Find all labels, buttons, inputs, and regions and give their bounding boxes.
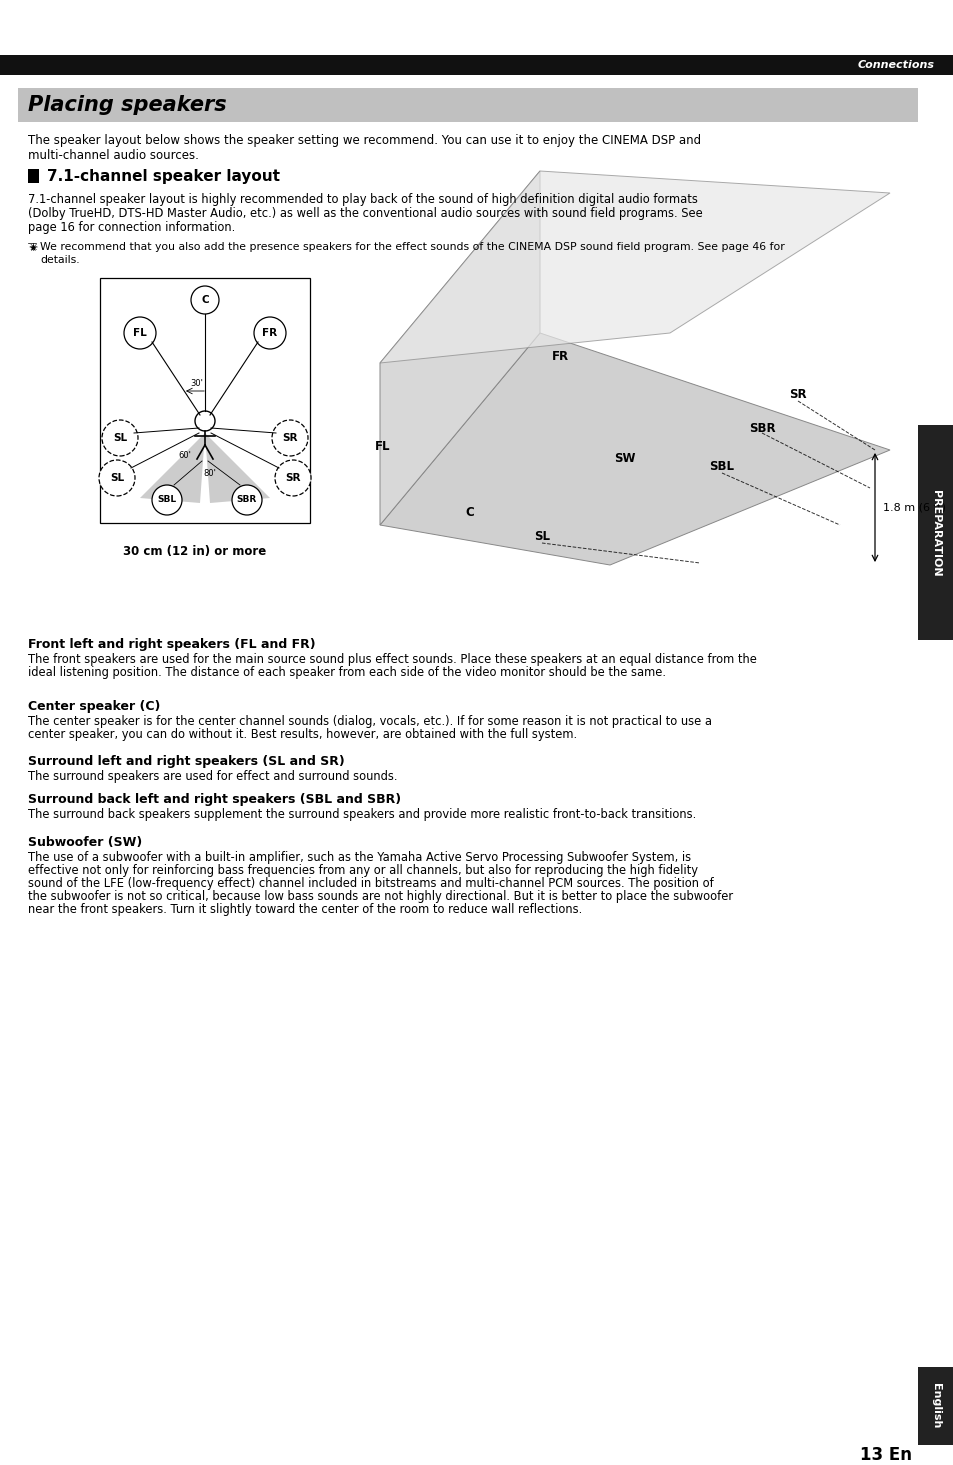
Text: PREPARATION: PREPARATION — [930, 489, 940, 576]
Circle shape — [272, 420, 308, 456]
Text: C: C — [201, 294, 209, 305]
Circle shape — [274, 460, 311, 497]
Text: ★: ★ — [28, 243, 37, 253]
Text: Placing speakers: Placing speakers — [28, 95, 227, 114]
Text: The center speaker is for the center channel sounds (dialog, vocals, etc.). If f: The center speaker is for the center cha… — [28, 715, 711, 728]
Circle shape — [253, 316, 286, 349]
Text: Center speaker (C): Center speaker (C) — [28, 700, 160, 713]
Text: FL: FL — [375, 441, 391, 454]
Polygon shape — [379, 333, 889, 565]
Text: SBR: SBR — [236, 495, 257, 504]
Polygon shape — [205, 434, 270, 502]
Text: effective not only for reinforcing bass frequencies from any or all channels, bu: effective not only for reinforcing bass … — [28, 864, 698, 878]
Text: SW: SW — [614, 451, 635, 464]
Text: center speaker, you can do without it. Best results, however, are obtained with : center speaker, you can do without it. B… — [28, 728, 577, 741]
Circle shape — [232, 485, 262, 516]
FancyBboxPatch shape — [917, 1367, 953, 1444]
Text: FL: FL — [133, 328, 147, 338]
Text: English: English — [930, 1383, 940, 1428]
Text: SR: SR — [282, 434, 297, 442]
Circle shape — [152, 485, 182, 516]
Text: SBR: SBR — [748, 422, 775, 435]
Text: SBL: SBL — [709, 460, 734, 473]
FancyBboxPatch shape — [18, 88, 917, 122]
Text: The surround back speakers supplement the surround speakers and provide more rea: The surround back speakers supplement th… — [28, 809, 696, 820]
Text: SR: SR — [285, 473, 300, 483]
Text: near the front speakers. Turn it slightly toward the center of the room to reduc: near the front speakers. Turn it slightl… — [28, 902, 581, 916]
Text: Surround left and right speakers (SL and SR): Surround left and right speakers (SL and… — [28, 754, 344, 768]
Text: FR: FR — [551, 350, 568, 363]
FancyBboxPatch shape — [100, 278, 310, 523]
Bar — [28, 168, 39, 183]
Circle shape — [191, 286, 219, 314]
Circle shape — [124, 316, 156, 349]
Text: 80': 80' — [203, 469, 216, 478]
Text: page 16 for connection information.: page 16 for connection information. — [28, 221, 235, 234]
Circle shape — [99, 460, 135, 497]
Text: Subwoofer (SW): Subwoofer (SW) — [28, 837, 142, 850]
Text: We recommend that you also add the presence speakers for the effect sounds of th: We recommend that you also add the prese… — [40, 242, 784, 252]
Text: details.: details. — [40, 255, 79, 265]
FancyBboxPatch shape — [0, 56, 953, 75]
Text: (Dolby TrueHD, DTS-HD Master Audio, etc.) as well as the conventional audio sour: (Dolby TrueHD, DTS-HD Master Audio, etc.… — [28, 207, 702, 220]
Text: multi-channel audio sources.: multi-channel audio sources. — [28, 149, 198, 163]
Text: The front speakers are used for the main source sound plus effect sounds. Place : The front speakers are used for the main… — [28, 653, 756, 667]
Text: 30 cm (12 in) or more: 30 cm (12 in) or more — [123, 545, 266, 558]
Text: Connections: Connections — [857, 60, 934, 70]
Text: 60': 60' — [178, 451, 192, 460]
Circle shape — [194, 412, 214, 431]
Text: sound of the LFE (low-frequency effect) channel included in bitstreams and multi: sound of the LFE (low-frequency effect) … — [28, 878, 713, 891]
Text: The use of a subwoofer with a built-in amplifier, such as the Yamaha Active Serv: The use of a subwoofer with a built-in a… — [28, 851, 690, 864]
Text: SL: SL — [110, 473, 124, 483]
Polygon shape — [140, 434, 205, 502]
Text: SL: SL — [534, 530, 550, 544]
Text: 7.1-channel speaker layout: 7.1-channel speaker layout — [47, 168, 280, 183]
Text: 7.1-channel speaker layout is highly recommended to play back of the sound of hi: 7.1-channel speaker layout is highly rec… — [28, 193, 698, 207]
Text: 1.8 m (6 ft): 1.8 m (6 ft) — [882, 502, 945, 513]
Text: C: C — [465, 507, 474, 520]
Text: ideal listening position. The distance of each speaker from each side of the vid: ideal listening position. The distance o… — [28, 667, 665, 678]
Text: the subwoofer is not so critical, because low bass sounds are not highly directi: the subwoofer is not so critical, becaus… — [28, 891, 732, 902]
Text: FR: FR — [262, 328, 277, 338]
Text: 13 En: 13 En — [859, 1446, 911, 1464]
Text: SBL: SBL — [157, 495, 176, 504]
Text: The surround speakers are used for effect and surround sounds.: The surround speakers are used for effec… — [28, 771, 397, 782]
Text: 30': 30' — [191, 379, 203, 388]
FancyBboxPatch shape — [917, 425, 953, 640]
Text: The speaker layout below shows the speaker setting we recommend. You can use it : The speaker layout below shows the speak… — [28, 133, 700, 146]
Text: ✳: ✳ — [28, 243, 37, 253]
Text: Surround back left and right speakers (SBL and SBR): Surround back left and right speakers (S… — [28, 793, 400, 806]
Circle shape — [102, 420, 138, 456]
Text: SR: SR — [788, 388, 806, 401]
Polygon shape — [379, 171, 539, 524]
Polygon shape — [379, 171, 889, 363]
Text: Front left and right speakers (FL and FR): Front left and right speakers (FL and FR… — [28, 637, 315, 650]
Text: SL: SL — [112, 434, 127, 442]
